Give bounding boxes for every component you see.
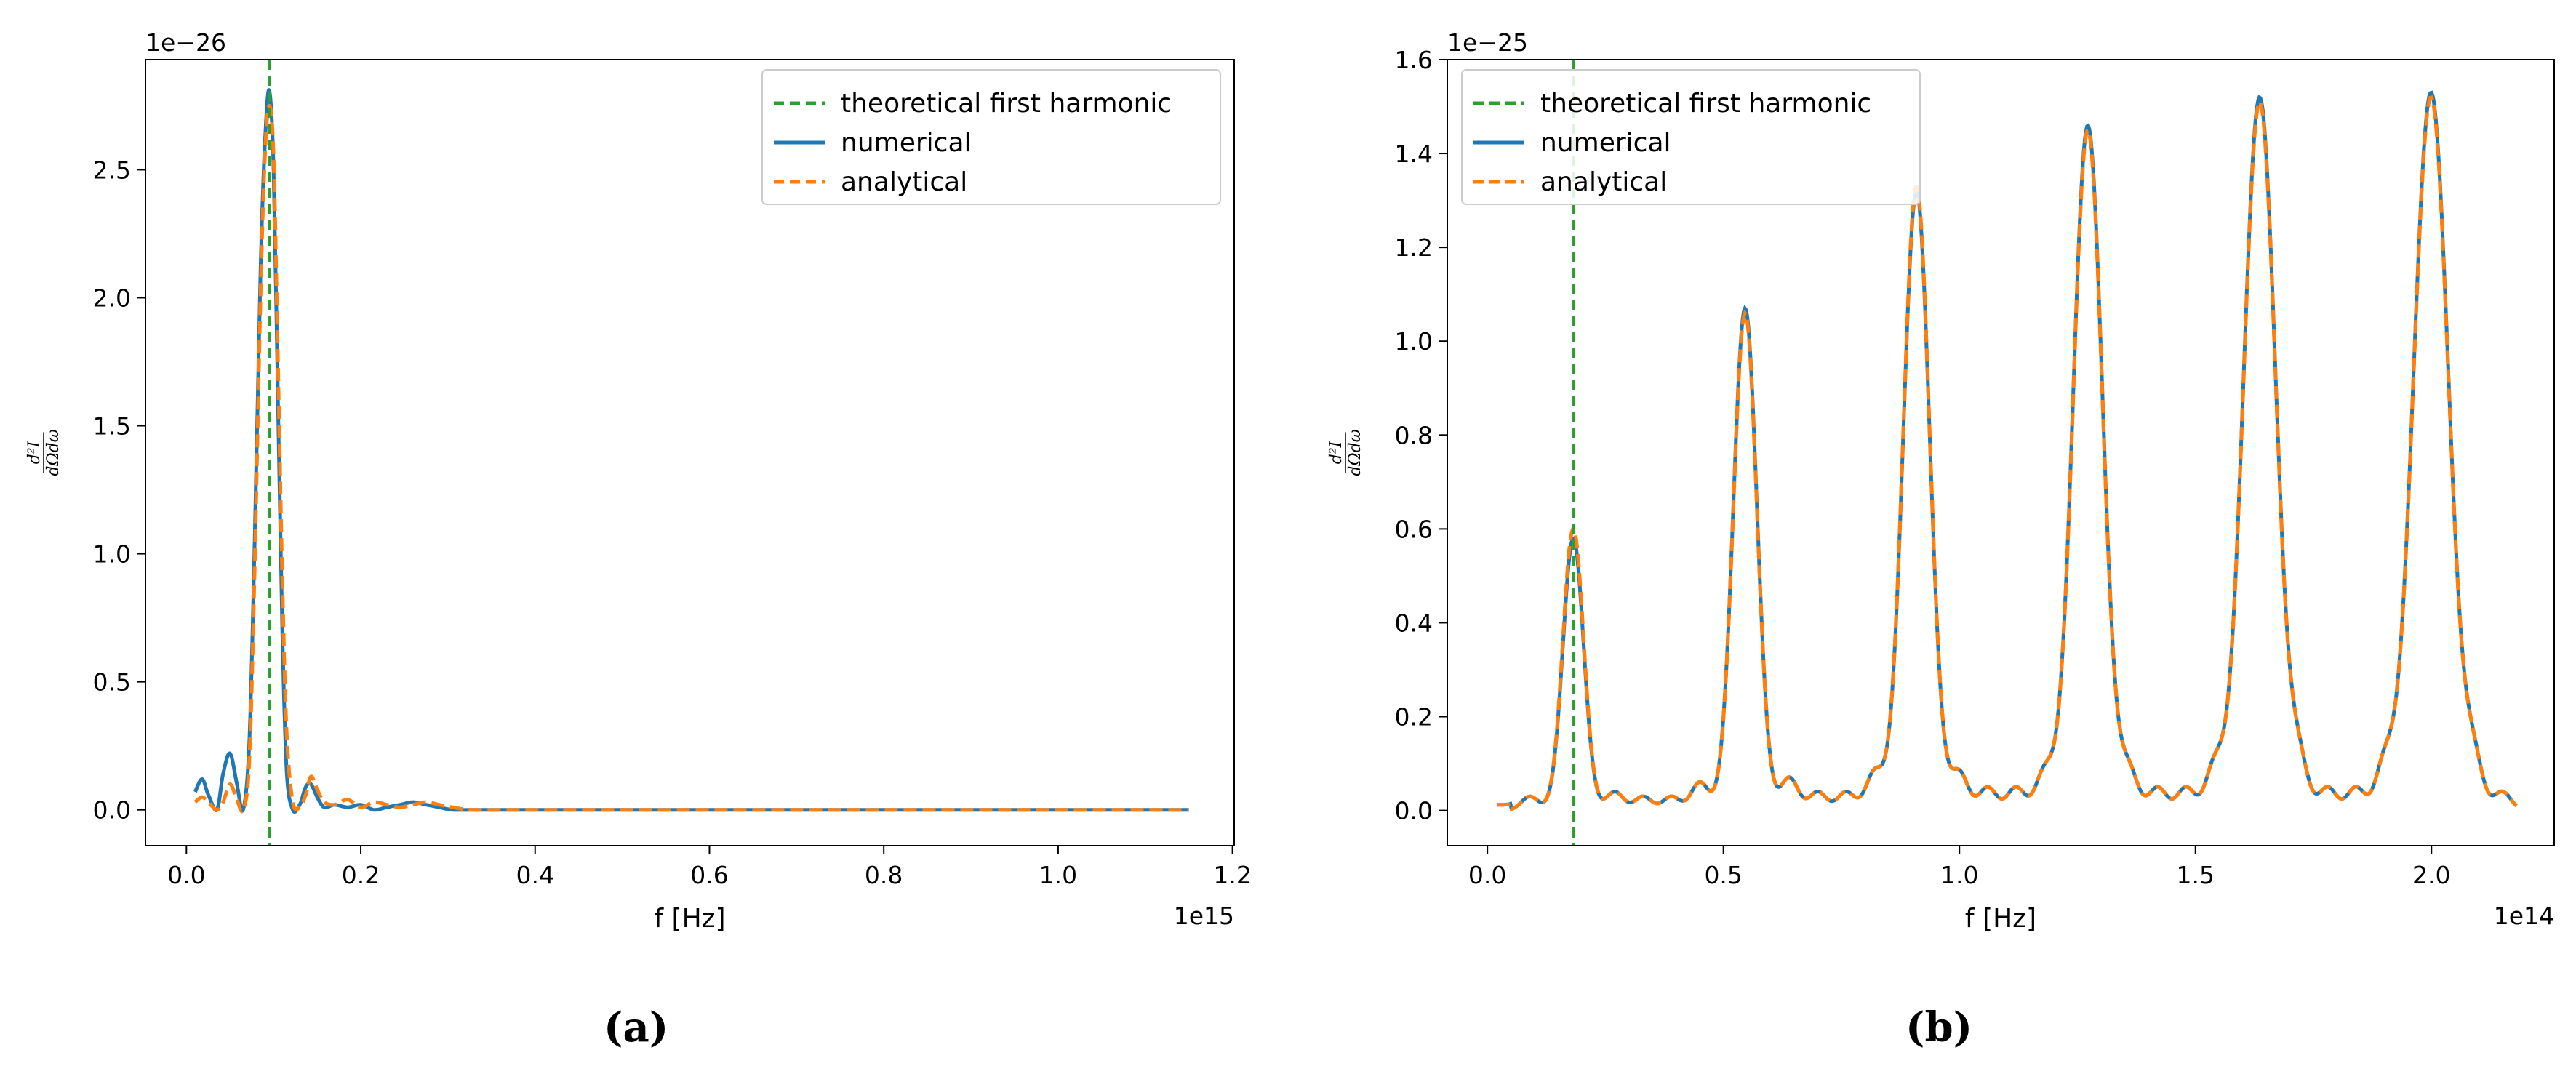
x-tick-label: 0.0 (167, 861, 205, 889)
caption-b: (b) (1905, 1003, 1973, 1051)
axes-frame (1447, 59, 2555, 846)
y-tick-label: 1.6 (1395, 46, 1433, 74)
x-tick-label: 0.8 (865, 861, 903, 889)
plot-area (193, 60, 1189, 846)
x-tick-label: 0.2 (342, 861, 380, 889)
y-label-denominator: dΩdω (44, 429, 63, 476)
legend-entry: numerical (1540, 128, 1671, 158)
legend-entry: analytical (841, 167, 967, 197)
x-tick-label: 1.0 (1940, 861, 1978, 889)
y-tick-label: 1.0 (1395, 327, 1433, 356)
y-axis-label: d²I dΩdω (25, 429, 63, 476)
x-tick-label: 0.6 (690, 861, 728, 889)
x-tick-label: 2.0 (2412, 861, 2450, 889)
legend-entry: theoretical first harmonic (841, 89, 1172, 119)
y-axis-label: d²I dΩdω (1327, 429, 1364, 476)
legend: theoretical first harmonic numerical analy… (761, 69, 1221, 205)
legend-entry: theoretical first harmonic (1540, 89, 1871, 119)
y-tick-label: 2.0 (93, 284, 131, 312)
y-tick-label: 0.0 (93, 796, 131, 825)
y-tick-label: 0.6 (1395, 515, 1433, 543)
x-offset-label: 1e14 (2494, 902, 2554, 930)
legend: theoretical first harmonic numerical analy… (1461, 69, 1921, 205)
y-label-numerator: d²I (1327, 440, 1345, 464)
y-offset-label: 1e−25 (1447, 28, 1528, 57)
x-offset-label: 1e15 (1174, 902, 1234, 930)
chart-b: 0.0 0.5 1.0 1.5 2.0 0.0 0.2 0.4 0.6 0.8 1.0 1.2 1.4 1… (1327, 28, 2555, 934)
y-offset-label: 1e−26 (145, 28, 226, 57)
y-tick-label: 1.0 (93, 540, 131, 569)
y-tick-label: 0.4 (1395, 609, 1433, 637)
caption-a: (a) (604, 1003, 669, 1051)
y-label-denominator: dΩdω (1346, 429, 1364, 476)
axes-frame (145, 59, 1235, 846)
y-tick-label: 2.5 (93, 156, 131, 184)
x-tick-label: 0.5 (1704, 861, 1742, 889)
y-tick-label: 1.2 (1395, 233, 1433, 262)
y-tick-label: 0.8 (1395, 421, 1433, 449)
y-tick-label: 1.4 (1395, 140, 1433, 168)
legend-entry: numerical (841, 128, 972, 158)
y-tick-label: 0.5 (93, 668, 131, 697)
y-tick-label: 0.0 (1395, 797, 1433, 825)
x-tick-label: 1.0 (1039, 861, 1077, 889)
y-tick-label: 0.2 (1395, 703, 1433, 732)
x-tick-label: 1.2 (1213, 861, 1251, 889)
series-analytical (193, 103, 1189, 814)
y-tick-label: 1.5 (93, 412, 131, 441)
x-tick-label: 0.0 (1468, 861, 1506, 889)
x-axis-label: f [Hz] (1965, 904, 2036, 934)
series-analytical (1497, 95, 2518, 812)
chart-a: 0.0 0.2 0.4 0.6 0.8 1.0 1.2 0.0 0.5 1.0 1.5 2.0 2.5 1… (25, 28, 1252, 934)
x-tick-label: 0.4 (516, 861, 554, 889)
y-label-numerator: d²I (25, 440, 44, 464)
legend-entry: analytical (1540, 167, 1667, 197)
x-axis-label: f [Hz] (654, 904, 725, 934)
x-tick-label: 1.5 (2176, 861, 2214, 889)
